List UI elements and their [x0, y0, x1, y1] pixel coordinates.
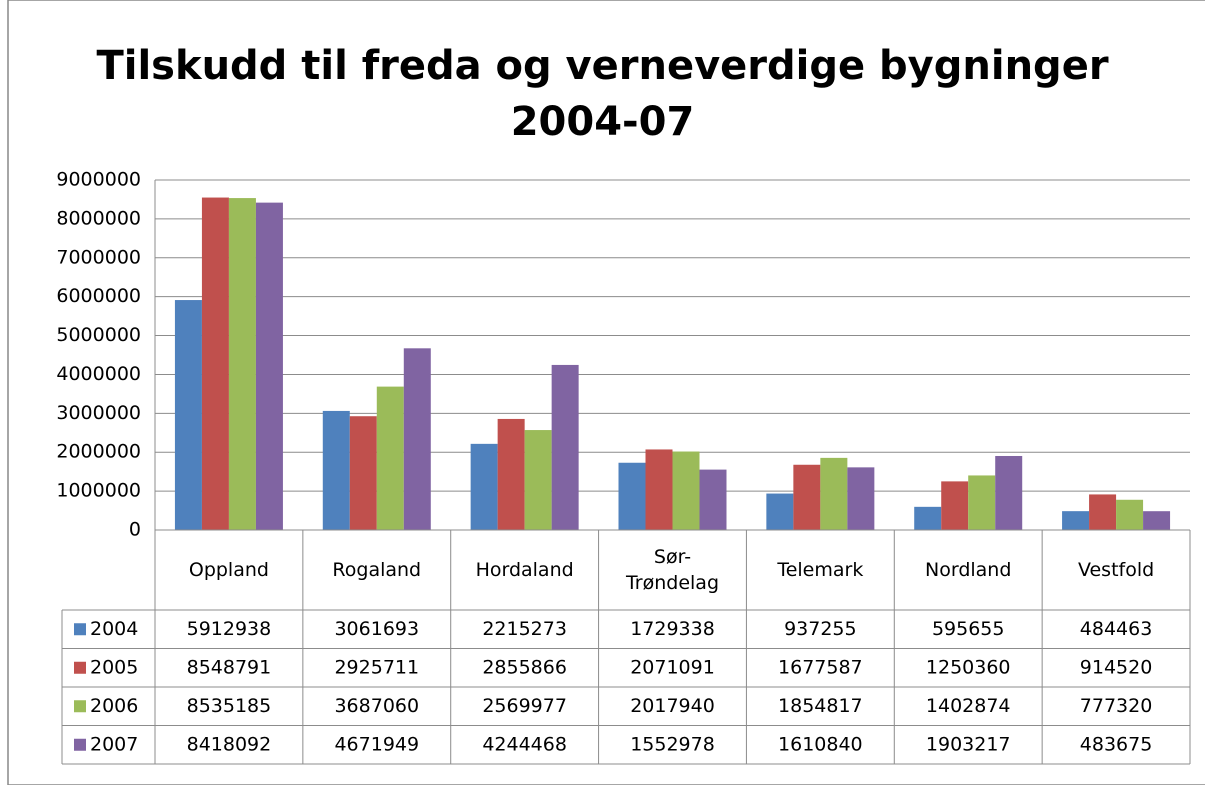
table-value: 8535185	[187, 695, 272, 717]
legend-swatch	[74, 700, 86, 713]
y-tick-label: 7000000	[56, 246, 141, 268]
legend-swatch	[74, 623, 86, 636]
table-value: 2569977	[482, 695, 567, 717]
table-value: 483675	[1080, 733, 1153, 755]
bar	[174, 300, 202, 530]
table-value: 1250360	[926, 656, 1011, 678]
table-value: 2855866	[482, 656, 567, 678]
table-value: 1903217	[926, 733, 1011, 755]
bar	[497, 418, 525, 530]
table-value: 3061693	[334, 618, 419, 640]
table-value: 2925711	[334, 656, 419, 678]
y-tick-label: 5000000	[56, 324, 141, 346]
bar	[1116, 499, 1144, 530]
legend-label: 2007	[90, 733, 138, 755]
x-tick-label: Sør-Trøndelag	[625, 546, 720, 594]
bar	[672, 451, 700, 530]
table-value: 1677587	[778, 656, 863, 678]
x-tick-label: Oppland	[188, 559, 269, 581]
bar	[524, 430, 552, 530]
bar	[941, 481, 969, 530]
table-value: 937255	[784, 618, 857, 640]
bar	[322, 410, 350, 530]
table-value: 3687060	[334, 695, 419, 717]
table-value: 2017940	[630, 695, 715, 717]
chart-title: Tilskudd til freda og verneverdige bygni…	[96, 43, 1109, 145]
legend-label: 2005	[90, 656, 138, 678]
bar	[820, 457, 848, 530]
bar	[551, 364, 579, 530]
bar	[1143, 511, 1171, 530]
x-tick-label: Telemark	[777, 559, 864, 581]
y-tick-label: 2000000	[56, 441, 141, 463]
y-tick-label: 9000000	[56, 169, 141, 191]
bar	[376, 386, 404, 530]
bar	[914, 506, 942, 530]
bar	[349, 416, 377, 530]
bar	[847, 467, 875, 530]
bar	[403, 348, 431, 530]
bar	[968, 475, 996, 530]
table-value: 4244468	[482, 733, 567, 755]
table-value: 1610840	[778, 733, 863, 755]
bar	[645, 449, 673, 530]
bar	[766, 493, 794, 530]
table-value: 1402874	[926, 695, 1011, 717]
bar	[995, 455, 1023, 530]
bar	[1089, 494, 1117, 530]
bar	[470, 443, 498, 530]
bar	[618, 462, 646, 530]
x-tick-label: Rogaland	[332, 559, 422, 581]
x-tick-label: Vestfold	[1077, 559, 1155, 581]
table-value: 1552978	[630, 733, 715, 755]
table-value: 2071091	[630, 656, 715, 678]
bar	[1062, 511, 1090, 530]
y-tick-label: 6000000	[56, 285, 141, 307]
table-value: 777320	[1080, 695, 1153, 717]
table-value: 1854817	[778, 695, 863, 717]
legend-label: 2006	[90, 695, 138, 717]
table-value: 4671949	[334, 733, 419, 755]
y-tick-label: 0	[129, 519, 141, 541]
bar	[201, 197, 229, 531]
y-tick-label: 1000000	[56, 480, 141, 502]
table-value: 484463	[1080, 618, 1153, 640]
x-tick-label: Hordaland	[475, 559, 574, 581]
table-value: 5912938	[187, 618, 272, 640]
legend-label: 2004	[90, 618, 138, 640]
y-tick-label: 4000000	[56, 363, 141, 385]
y-tick-label: 8000000	[56, 207, 141, 229]
bar	[255, 202, 283, 530]
legend-swatch	[74, 661, 86, 674]
bar	[699, 469, 727, 530]
chart-frame	[7, 0, 1205, 785]
table-value: 595655	[932, 618, 1005, 640]
y-tick-label: 3000000	[56, 402, 141, 424]
table-value: 8548791	[187, 656, 272, 678]
table-value: 2215273	[482, 618, 567, 640]
bar	[793, 464, 821, 530]
legend-swatch	[74, 738, 86, 751]
table-value: 914520	[1080, 656, 1153, 678]
table-value: 1729338	[630, 618, 715, 640]
table-value: 8418092	[187, 733, 272, 755]
x-tick-label: Nordland	[925, 559, 1012, 581]
bar	[228, 198, 256, 530]
